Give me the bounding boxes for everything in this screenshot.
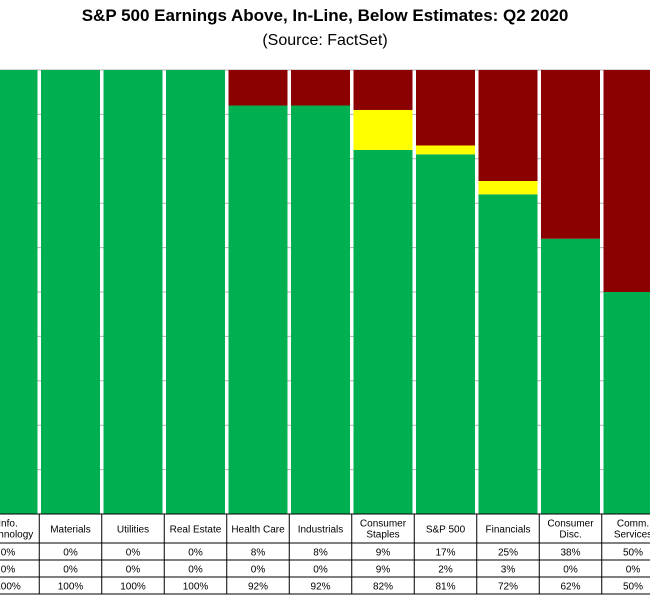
table-cell-above: 50% bbox=[623, 582, 643, 593]
chart-subtitle: (Source: FactSet) bbox=[262, 32, 388, 49]
bar-segment-below-7 bbox=[416, 70, 475, 146]
category-label: Real Estate bbox=[170, 525, 222, 536]
bar-segment-above-10 bbox=[603, 292, 650, 514]
bar-segment-above-7 bbox=[416, 154, 475, 515]
bar-segment-below-6 bbox=[353, 70, 413, 110]
table-cell-below: 17% bbox=[435, 548, 455, 559]
bar-segment-above-9 bbox=[541, 238, 600, 514]
bar-segment-in-line-6 bbox=[353, 109, 413, 150]
category-label: Financials bbox=[485, 525, 530, 536]
table-cell-in-line: 0% bbox=[126, 565, 141, 576]
table-cell-in-line: 3% bbox=[501, 565, 516, 576]
table-cell-below: 0% bbox=[188, 548, 203, 559]
category-label: Materials bbox=[50, 525, 91, 536]
bar-segment-above-2 bbox=[103, 70, 163, 514]
bar-segment-below-9 bbox=[541, 70, 600, 239]
table-cell-above: 100% bbox=[58, 582, 84, 593]
bar-segment-above-8 bbox=[478, 194, 538, 514]
table-cell-in-line: 9% bbox=[376, 565, 391, 576]
bar-segment-above-0 bbox=[0, 70, 38, 514]
table-cell-below: 8% bbox=[251, 548, 266, 559]
table-cell-in-line: 0% bbox=[1, 565, 16, 576]
table-cell-in-line: 0% bbox=[313, 565, 328, 576]
bar-segment-in-line-7 bbox=[416, 145, 475, 155]
table-cell-below: 0% bbox=[1, 548, 16, 559]
table-cell-above: 100% bbox=[0, 582, 21, 593]
table-cell-in-line: 2% bbox=[438, 565, 453, 576]
table-cell-in-line: 0% bbox=[626, 565, 641, 576]
category-label: Health Care bbox=[231, 525, 285, 536]
table-cell-above: 100% bbox=[183, 582, 209, 593]
bar-stacks bbox=[0, 70, 650, 515]
bar-segment-below-5 bbox=[291, 70, 350, 106]
table-cell-in-line: 0% bbox=[188, 565, 203, 576]
table-cell-above: 92% bbox=[248, 582, 268, 593]
chart-title: S&P 500 Earnings Above, In-Line, Below E… bbox=[81, 6, 569, 25]
bar-segment-below-4 bbox=[228, 70, 288, 106]
table-cell-below: 9% bbox=[376, 548, 391, 559]
table-cell-below: 25% bbox=[498, 548, 518, 559]
data-table: Info.Technology Materials Utilities Real Es… bbox=[0, 513, 650, 595]
bar-segment-above-6 bbox=[353, 149, 413, 515]
category-label: Utilities bbox=[117, 525, 149, 536]
table-cell-below: 0% bbox=[126, 548, 141, 559]
bar-segment-below-8 bbox=[478, 70, 538, 181]
category-label: Consumer Staples bbox=[360, 519, 407, 541]
bar-segment-above-5 bbox=[291, 105, 350, 515]
bar-segment-below-10 bbox=[603, 70, 650, 292]
table-cell-above: 72% bbox=[498, 582, 518, 593]
bar-segment-above-3 bbox=[166, 70, 225, 514]
table-cell-in-line: 0% bbox=[63, 565, 78, 576]
table-cell-above: 92% bbox=[310, 582, 330, 593]
bar-segment-above-4 bbox=[228, 105, 288, 515]
table-cell-below: 8% bbox=[313, 548, 328, 559]
table-cell-below: 50% bbox=[623, 548, 643, 559]
table-cell-below: 38% bbox=[560, 548, 580, 559]
table-cell-above: 100% bbox=[120, 582, 146, 593]
category-label: Consumer Disc. bbox=[547, 519, 594, 541]
table-cell-above: 81% bbox=[435, 582, 455, 593]
category-label: S&P 500 bbox=[426, 525, 466, 536]
table-cell-above: 82% bbox=[373, 582, 393, 593]
category-label: Comm. Services bbox=[614, 519, 650, 541]
table-cell-above: 62% bbox=[560, 582, 580, 593]
table-cell-in-line: 0% bbox=[563, 565, 578, 576]
table-cell-below: 0% bbox=[63, 548, 78, 559]
bar-segment-in-line-8 bbox=[478, 181, 538, 195]
category-label: Info.Technology bbox=[0, 519, 33, 541]
bar-segment-above-1 bbox=[41, 70, 100, 514]
table-cell-in-line: 0% bbox=[251, 565, 266, 576]
category-label: Industrials bbox=[298, 525, 344, 536]
